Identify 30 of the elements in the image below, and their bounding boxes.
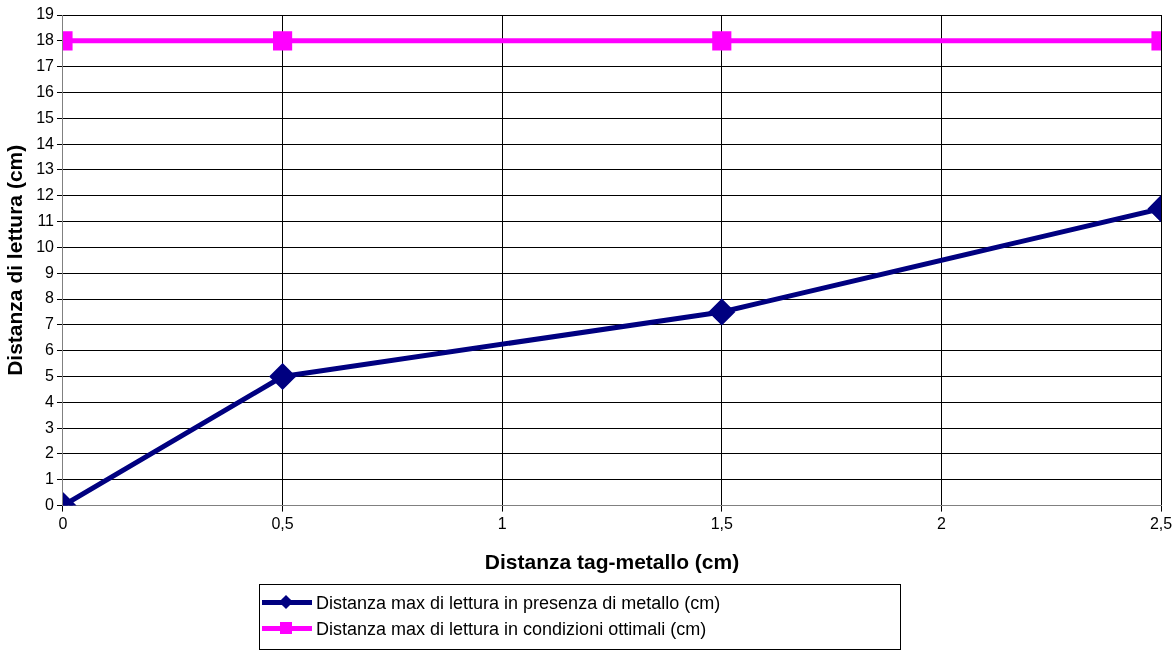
y-tick-label: 16 bbox=[36, 82, 55, 100]
y-tick-label: 18 bbox=[36, 31, 55, 49]
y-tick-label: 4 bbox=[45, 392, 55, 410]
x-tick-label: 2 bbox=[936, 514, 946, 532]
y-tick-label: 3 bbox=[45, 418, 55, 436]
y-tick-label: 13 bbox=[36, 160, 55, 178]
y-tick-label: 17 bbox=[36, 57, 55, 75]
legend-label: Distanza max di lettura in condizioni ottimali (cm) bbox=[316, 619, 707, 639]
y-tick-label: 14 bbox=[36, 134, 55, 152]
legend-label: Distanza max di lettura in presenza di metallo (cm) bbox=[316, 593, 721, 613]
y-tick-label: 5 bbox=[45, 366, 55, 384]
x-tick-label: 1 bbox=[497, 514, 507, 532]
x-tick-label: 2,5 bbox=[1149, 514, 1173, 532]
y-tick-label: 12 bbox=[36, 186, 55, 204]
y-tick-label: 10 bbox=[36, 237, 55, 255]
y-tick-label: 11 bbox=[37, 211, 55, 229]
y-axis-title: Distanza di lettura (cm) bbox=[3, 144, 27, 376]
y-tick-label: 19 bbox=[36, 5, 55, 23]
y-tick-label: 6 bbox=[45, 341, 55, 359]
y-tick-label: 9 bbox=[45, 263, 55, 281]
x-axis-title: Distanza tag-metallo (cm) bbox=[484, 550, 740, 574]
y-tick-label: 1 bbox=[45, 470, 55, 488]
x-tick-label: 0 bbox=[58, 514, 68, 532]
y-tick-label: 15 bbox=[36, 108, 55, 126]
y-tick-label: 0 bbox=[45, 496, 55, 514]
x-tick-label: 0,5 bbox=[271, 514, 294, 532]
y-tick-label: 8 bbox=[45, 289, 55, 307]
y-tick-label: 2 bbox=[45, 444, 55, 462]
y-tick-label: 7 bbox=[45, 315, 55, 333]
x-tick-label: 1,5 bbox=[710, 514, 734, 532]
